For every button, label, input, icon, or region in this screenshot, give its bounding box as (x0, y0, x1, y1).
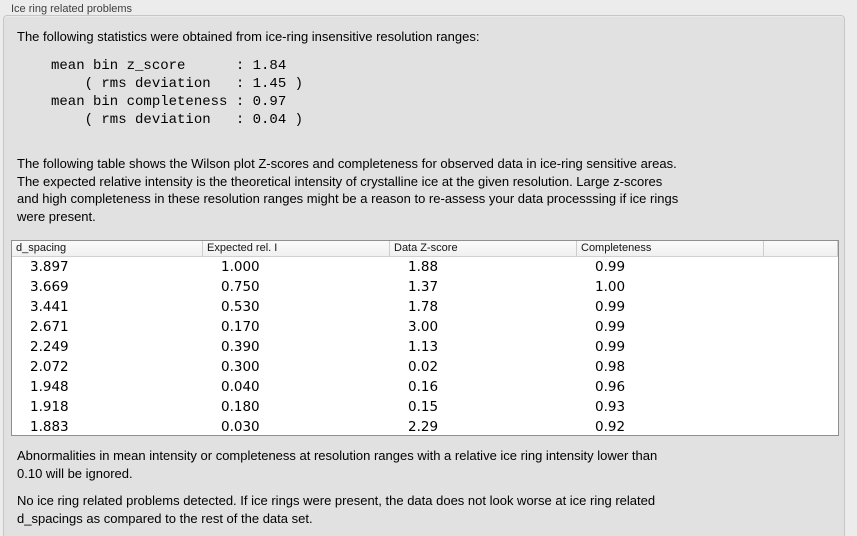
table-cell: 0.99 (595, 259, 626, 275)
table-cell: 0.99 (595, 319, 626, 335)
intro-text: The following statistics were obtained f… (17, 29, 480, 44)
column-header[interactable] (764, 241, 838, 256)
table-cell: 1.00 (595, 279, 626, 295)
table-cell: 1.883 (30, 419, 69, 435)
table-row[interactable]: 1.883 0.030 2.29 0.92 (12, 417, 838, 435)
table-row[interactable]: 1.918 0.180 0.15 0.93 (12, 397, 838, 417)
table-cell: 1.78 (408, 299, 439, 315)
table-cell: 0.180 (221, 399, 260, 415)
table-cell: 0.99 (595, 299, 626, 315)
table-row[interactable]: 3.897 1.000 1.88 0.99 (12, 257, 838, 277)
table-cell: 1.000 (221, 259, 260, 275)
table-cell: 0.030 (221, 419, 260, 435)
table-cell: 3.441 (30, 299, 69, 315)
table-cell: 2.249 (30, 339, 69, 355)
table-cell: 0.15 (408, 399, 439, 415)
table-row[interactable]: 3.441 0.530 1.78 0.99 (12, 297, 838, 317)
table-cell: 1.948 (30, 379, 69, 395)
table-row[interactable]: 2.249 0.390 1.13 0.99 (12, 337, 838, 357)
table-cell: 2.671 (30, 319, 69, 335)
table-cell: 2.29 (408, 419, 439, 435)
table-cell: 0.040 (221, 379, 260, 395)
column-header[interactable]: Completeness (577, 241, 764, 256)
table-cell: 1.13 (408, 339, 439, 355)
table-cell: 0.16 (408, 379, 439, 395)
table-cell: 0.92 (595, 419, 626, 435)
table-cell: 0.170 (221, 319, 260, 335)
group-box-title: Ice ring related problems (11, 3, 133, 15)
table-row[interactable]: 2.072 0.300 0.02 0.98 (12, 357, 838, 377)
table-cell: 1.88 (408, 259, 439, 275)
table-cell: 1.918 (30, 399, 69, 415)
table-cell: 0.98 (595, 359, 626, 375)
table-cell: 0.750 (221, 279, 260, 295)
table-cell: 0.93 (595, 399, 626, 415)
table-cell: 3.669 (30, 279, 69, 295)
table-row[interactable]: 2.671 0.170 3.00 0.99 (12, 317, 838, 337)
table-cell: 0.530 (221, 299, 260, 315)
ice-ring-table: d_spacing Expected rel. I Data Z-score Comp… (11, 240, 839, 436)
table-cell: 2.072 (30, 359, 69, 375)
column-header[interactable]: d_spacing (12, 241, 203, 256)
conclusion-text: No ice ring related problems detected. I… (17, 493, 656, 526)
table-row[interactable]: 3.669 0.750 1.37 1.00 (12, 277, 838, 297)
table-row[interactable]: 1.948 0.040 0.16 0.96 (12, 377, 838, 397)
description-text: The following table shows the Wilson plo… (17, 156, 679, 224)
stats-block: mean bin z_score : 1.84 ( rms deviation … (51, 58, 304, 128)
table-cell: 0.390 (221, 339, 260, 355)
table-cell: 3.897 (30, 259, 69, 275)
table-cell: 1.37 (408, 279, 439, 295)
table-cell: 0.96 (595, 379, 626, 395)
ice-ring-panel: The following statistics were obtained f… (3, 15, 845, 536)
table-cell: 0.300 (221, 359, 260, 375)
table-cell: 0.99 (595, 339, 626, 355)
table-cell: 3.00 (408, 319, 439, 335)
column-header[interactable]: Data Z-score (390, 241, 577, 256)
table-body: 3.897 1.000 1.88 0.99 3.669 0.750 1.37 1.00 3.44… (12, 257, 838, 435)
column-header[interactable]: Expected rel. I (203, 241, 390, 256)
table-header: d_spacing Expected rel. I Data Z-score Comp… (12, 241, 838, 257)
table-cell: 0.02 (408, 359, 439, 375)
ignore-note-text: Abnormalities in mean intensity or compl… (17, 448, 658, 481)
